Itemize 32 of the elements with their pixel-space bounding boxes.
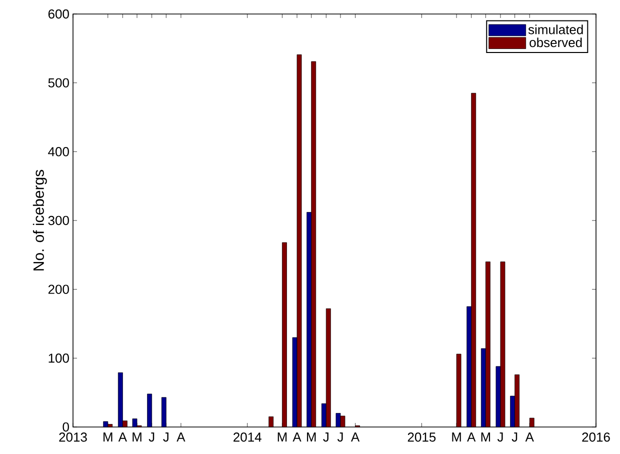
x-tick-label: M [104,432,112,442]
x-tick-label: M [132,432,142,442]
x-tick-label: J [323,432,328,442]
x-tick-label: J [148,432,154,442]
x-tick-label: J [163,432,168,442]
x-tick-label: 2015 [408,432,436,442]
y-tick-label: 200 [48,284,69,294]
y-tick-label: 500 [48,78,69,88]
x-tick-label: A [292,432,302,442]
x-tick-label: J [497,432,503,442]
x-tick-label: 2013 [59,432,87,442]
x-tick-label: M [452,432,461,442]
y-axis-title: No. of icebergs [32,170,47,270]
x-tick-label: 2014 [234,432,262,442]
x-tick-label: A [176,432,186,442]
x-tick-label: J [337,432,343,442]
y-tick-label: 0 [62,422,69,432]
y-tick-label: 100 [48,354,69,363]
x-tick-label: A [525,432,534,442]
x-tick-label: A [118,432,127,442]
x-tick-label: A [350,432,360,442]
y-tick-label: 400 [48,147,69,156]
x-tick-label: J [512,432,518,442]
legend-label: observed [530,38,582,48]
x-tick-label: M [306,432,316,442]
x-tick-label: M [278,432,287,442]
x-tick-label: A [467,432,476,442]
x-tick-label: 2016 [582,432,610,442]
x-tick-label: M [481,432,490,442]
legend-label: simulated [528,24,583,34]
y-tick-label: 300 [48,216,69,226]
y-tick-label: 600 [48,9,69,19]
